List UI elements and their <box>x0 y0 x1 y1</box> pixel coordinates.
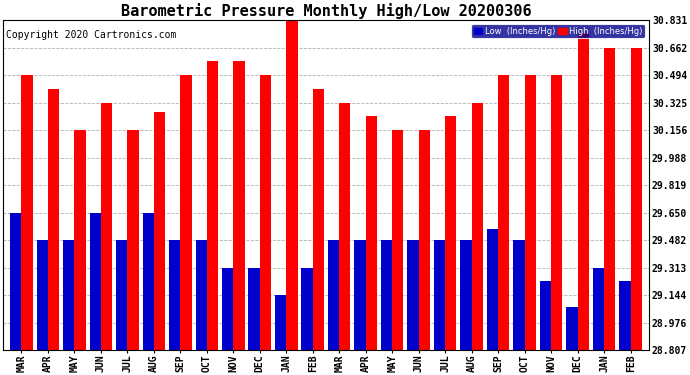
Bar <box>128 130 139 350</box>
Bar <box>593 268 604 350</box>
Bar <box>313 88 324 350</box>
Bar <box>578 33 589 350</box>
Bar <box>604 48 615 350</box>
Bar <box>10 213 21 350</box>
Bar <box>260 75 271 350</box>
Bar <box>540 281 551 350</box>
Bar <box>419 130 430 350</box>
Bar <box>63 240 75 350</box>
Bar <box>248 268 259 350</box>
Bar <box>620 281 631 350</box>
Bar <box>207 61 218 350</box>
Bar <box>75 130 86 350</box>
Bar <box>498 75 509 350</box>
Bar <box>631 48 642 350</box>
Bar <box>393 130 404 350</box>
Bar <box>525 75 536 350</box>
Bar <box>355 240 366 350</box>
Bar <box>101 103 112 350</box>
Text: Copyright 2020 Cartronics.com: Copyright 2020 Cartronics.com <box>6 30 177 40</box>
Legend: Low  (Inches/Hg), High  (Inches/Hg): Low (Inches/Hg), High (Inches/Hg) <box>471 24 645 38</box>
Bar <box>37 240 48 350</box>
Bar <box>21 75 32 350</box>
Bar <box>487 229 498 350</box>
Bar <box>154 111 165 350</box>
Bar <box>222 268 233 350</box>
Bar <box>551 75 562 350</box>
Bar <box>233 61 244 350</box>
Bar <box>460 240 471 350</box>
Bar <box>275 296 286 350</box>
Bar <box>48 88 59 350</box>
Bar <box>90 213 101 350</box>
Bar <box>143 213 154 350</box>
Bar <box>339 103 351 350</box>
Bar <box>302 268 313 350</box>
Bar <box>195 240 206 350</box>
Bar <box>408 240 419 350</box>
Bar <box>169 240 180 350</box>
Bar <box>286 20 297 350</box>
Bar <box>381 240 392 350</box>
Bar <box>472 103 483 350</box>
Bar <box>434 240 445 350</box>
Bar <box>180 75 192 350</box>
Bar <box>116 240 127 350</box>
Bar <box>445 117 457 350</box>
Title: Barometric Pressure Monthly High/Low 20200306: Barometric Pressure Monthly High/Low 202… <box>121 3 531 19</box>
Bar <box>328 240 339 350</box>
Bar <box>566 308 578 350</box>
Bar <box>366 117 377 350</box>
Bar <box>513 240 524 350</box>
